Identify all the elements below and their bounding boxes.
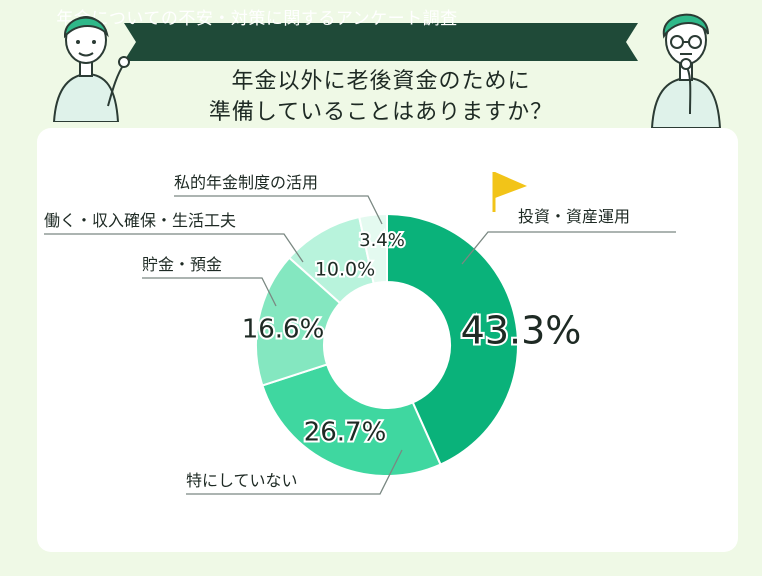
leader-line-1: [461, 231, 676, 265]
chart-card: [37, 128, 738, 552]
person-right-illustration: [650, 13, 722, 128]
leader-line-4: [44, 233, 304, 263]
category-label-4: 働く・収入確保・生活工夫: [44, 211, 236, 230]
person-left-illustration: [52, 16, 130, 122]
title-banner: [124, 23, 638, 61]
slice-5: [358, 212, 388, 285]
value-label-4: 10.0%: [315, 259, 375, 281]
category-label-1: 投資・資産運用: [518, 207, 630, 226]
value-label-3: 16.6%: [242, 315, 325, 345]
leader-line-3: [142, 277, 277, 307]
category-label-5: 私的年金制度の活用: [174, 173, 318, 192]
slice-2: [261, 363, 442, 477]
category-label-2: 特にしていない: [186, 471, 298, 490]
survey-title: 年金についての不安・対策に関するアンケート調査: [56, 9, 458, 29]
leader-line-2: [186, 449, 403, 495]
value-label-1: 43.3%: [461, 309, 582, 353]
question-line-2: 準備していることはありますか？: [208, 100, 554, 125]
slice-3: [255, 256, 342, 387]
question-line-1: 年金以外に老後資金のために: [231, 69, 531, 94]
flag-icon: [492, 172, 527, 212]
value-label-5: 3.4%: [359, 230, 405, 251]
slice-1: [386, 212, 519, 466]
category-label-3: 貯金・預金: [142, 255, 222, 274]
value-label-2: 26.7%: [304, 418, 387, 448]
leader-line-5: [174, 195, 383, 225]
